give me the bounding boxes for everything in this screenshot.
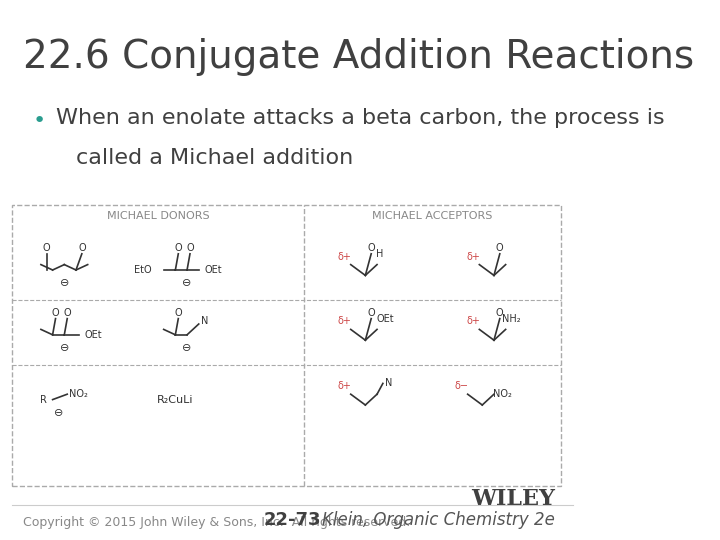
- Text: O: O: [174, 308, 182, 318]
- Text: When an enolate attacks a beta carbon, the process is: When an enolate attacks a beta carbon, t…: [55, 108, 664, 128]
- Text: NH₂: NH₂: [502, 314, 521, 323]
- Text: EtO: EtO: [135, 265, 152, 275]
- Text: called a Michael addition: called a Michael addition: [76, 148, 354, 168]
- Text: ⊖: ⊖: [182, 343, 192, 353]
- Text: δ+: δ+: [467, 316, 480, 326]
- Text: O: O: [174, 244, 182, 253]
- Text: N: N: [201, 316, 208, 326]
- Text: O: O: [78, 244, 86, 253]
- Text: δ+: δ+: [338, 381, 352, 391]
- Text: H: H: [377, 249, 384, 259]
- Text: WILEY: WILEY: [472, 488, 555, 510]
- Text: 22.6 Conjugate Addition Reactions: 22.6 Conjugate Addition Reactions: [23, 38, 695, 76]
- Text: O: O: [43, 244, 50, 253]
- Text: MICHAEL DONORS: MICHAEL DONORS: [107, 211, 209, 221]
- Text: NO₂: NO₂: [69, 389, 89, 399]
- Text: ⊖: ⊖: [182, 279, 192, 288]
- Text: O: O: [186, 244, 194, 253]
- Text: ⊖: ⊖: [60, 343, 69, 353]
- Text: OEt: OEt: [204, 265, 222, 275]
- Text: R₂CuLi: R₂CuLi: [157, 395, 194, 404]
- Text: O: O: [63, 308, 71, 318]
- Text: δ+: δ+: [338, 316, 352, 326]
- Text: O: O: [367, 244, 375, 253]
- Text: ⊖: ⊖: [60, 279, 69, 288]
- Text: Klein, Organic Chemistry 2e: Klein, Organic Chemistry 2e: [323, 511, 555, 529]
- Text: O: O: [367, 308, 375, 318]
- Text: δ+: δ+: [338, 252, 352, 261]
- Text: OEt: OEt: [85, 330, 102, 340]
- Text: 22-73: 22-73: [264, 511, 321, 529]
- Text: N: N: [385, 379, 392, 388]
- Text: O: O: [496, 244, 503, 253]
- Text: δ−: δ−: [455, 381, 469, 391]
- Text: OEt: OEt: [377, 314, 395, 323]
- Text: O: O: [52, 308, 59, 318]
- Text: •: •: [32, 111, 45, 131]
- Text: MICHAEL ACCEPTORS: MICHAEL ACCEPTORS: [372, 211, 492, 221]
- Text: Copyright © 2015 John Wiley & Sons, Inc.  All rights reserved.: Copyright © 2015 John Wiley & Sons, Inc.…: [23, 516, 410, 529]
- Text: R: R: [40, 395, 48, 404]
- Text: δ+: δ+: [467, 252, 480, 261]
- FancyBboxPatch shape: [12, 205, 561, 486]
- Text: NO₂: NO₂: [493, 389, 512, 399]
- Text: ⊖: ⊖: [54, 408, 63, 418]
- Text: O: O: [496, 308, 503, 318]
